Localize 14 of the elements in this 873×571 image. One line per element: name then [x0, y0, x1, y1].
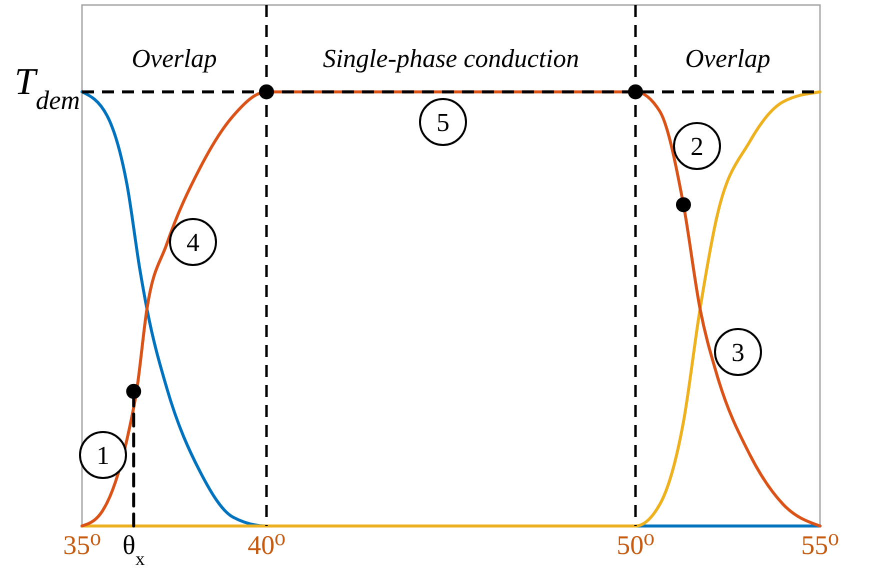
- text: Overlap: [685, 44, 770, 73]
- annotation: 5: [436, 108, 450, 137]
- x-tick-label: 40⁰: [248, 530, 286, 560]
- annotation: 1: [96, 441, 110, 470]
- text: Single-phase conduction: [322, 44, 580, 73]
- x-tick-label: 50⁰: [616, 530, 655, 560]
- x-tick-label: 35⁰: [63, 530, 102, 560]
- x-tick-label: θ$_{x}$: [122, 530, 146, 570]
- text: Overlap: [132, 44, 217, 73]
- annotation: 4: [186, 228, 200, 257]
- ref-line-label: T$_{dem}$: [14, 60, 80, 115]
- annotation: 3: [732, 338, 744, 367]
- annotation: 2: [690, 132, 704, 161]
- x-tick-label: 55⁰: [801, 530, 840, 560]
